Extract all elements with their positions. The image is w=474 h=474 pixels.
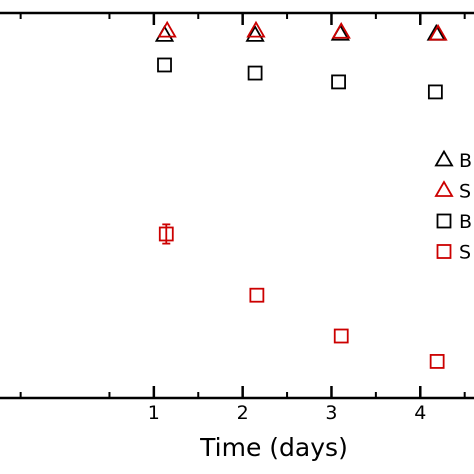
legend-entry-2: S — [459, 181, 471, 203]
legend-entry-4: S — [459, 242, 471, 264]
point-square-series-4 — [249, 287, 265, 303]
legend-marker-1 — [434, 149, 454, 167]
point-square-series-4 — [429, 354, 445, 369]
legend-entry-1: B — [459, 150, 472, 172]
point-square-series-3 — [331, 74, 346, 90]
x-tick-label: 2 — [237, 402, 249, 424]
legend-marker-3 — [436, 213, 452, 229]
point-square-series-4 — [333, 328, 349, 344]
legend-marker-2 — [434, 180, 454, 197]
x-tick-label: 4 — [414, 402, 426, 424]
point-triangle-series-2 — [246, 20, 266, 38]
x-tick-label: 1 — [148, 402, 160, 424]
point-triangle-series-2 — [157, 20, 177, 38]
legend-entry-3: B — [459, 211, 472, 233]
point-triangle-series-2 — [331, 21, 351, 39]
point-square-series-3 — [427, 84, 443, 100]
point-square-series-4 — [158, 226, 174, 242]
legend-marker-4 — [436, 244, 452, 259]
point-square-series-3 — [157, 57, 172, 73]
point-triangle-series-1 — [245, 25, 265, 42]
x-tick-label: 3 — [325, 402, 337, 424]
x-axis-title: Time (days) — [199, 433, 348, 462]
point-triangle-series-2 — [428, 23, 448, 41]
point-square-series-3 — [247, 65, 263, 81]
axes: 1 2 3 4 — [0, 11, 474, 424]
data-marks — [154, 20, 448, 369]
